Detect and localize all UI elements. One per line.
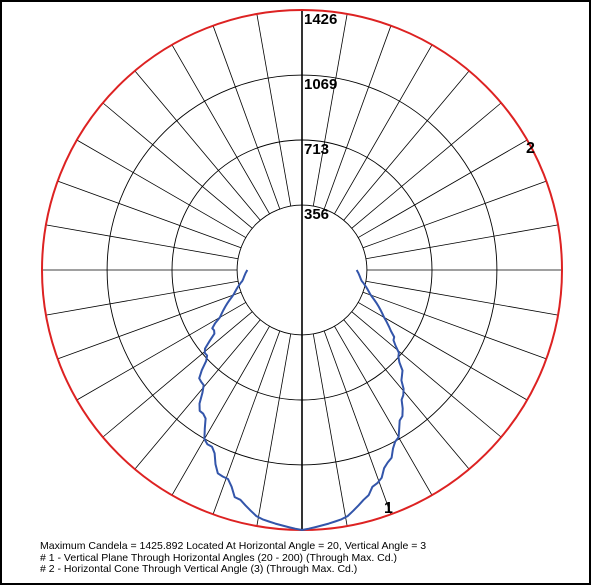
grid-spoke (134, 70, 261, 221)
grid-spoke (134, 319, 261, 470)
series-1-curve (198, 269, 405, 531)
grid-spoke (323, 330, 392, 515)
ring-label-1426: 1426 (304, 11, 337, 28)
ring-label-356: 356 (304, 206, 329, 223)
series-layer (41, 9, 563, 531)
grid-spoke (256, 13, 292, 207)
grid-spoke (312, 13, 348, 207)
grid-spoke (358, 139, 528, 238)
grid-ring (106, 74, 498, 466)
grid-spoke (351, 102, 502, 229)
grid-ring (171, 139, 433, 401)
grid-spoke (365, 280, 559, 316)
grid-spoke (358, 302, 528, 401)
grid-spoke (57, 291, 242, 360)
grid-spoke (351, 311, 502, 438)
curve-tags: 12 (384, 140, 535, 517)
legend-series-2: # 2 - Horizontal Cone Through Vertical A… (40, 563, 358, 575)
grid-spoke (343, 70, 470, 221)
grid-spoke (362, 180, 547, 249)
grid-spoke (312, 333, 348, 527)
grid-spoke (171, 44, 270, 214)
grid-spoke (334, 44, 433, 214)
grid-spoke (171, 326, 270, 496)
grid-spoke (212, 330, 281, 515)
curve-tag-2: 2 (526, 140, 535, 157)
ring-labels: 356 713 1069 1426 (304, 11, 337, 223)
grid-spoke (212, 25, 281, 210)
grid-spoke (102, 311, 253, 438)
grid-spoke (343, 319, 470, 470)
ring-label-713: 713 (304, 141, 329, 158)
grid-ring (236, 204, 368, 336)
polar-grid (41, 9, 563, 531)
curve-tag-1: 1 (384, 500, 393, 517)
grid-spoke (323, 25, 392, 210)
chart-legend: Maximum Candela = 1425.892 Located At Ho… (40, 540, 427, 576)
grid-spoke (362, 291, 547, 360)
grid-spoke (57, 180, 242, 249)
legend-series-1: # 1 - Vertical Plane Through Horizontal … (40, 551, 397, 564)
grid-spoke (256, 333, 292, 527)
grid-spoke (102, 102, 253, 229)
grid-spoke (334, 326, 433, 496)
grid-spoke (45, 280, 239, 316)
grid-spoke (365, 224, 559, 260)
ring-label-1069: 1069 (304, 76, 337, 93)
legend-max-candela: Maximum Candela = 1425.892 Located At Ho… (40, 540, 427, 552)
grid-spoke (45, 224, 239, 260)
grid-spoke (76, 139, 246, 238)
